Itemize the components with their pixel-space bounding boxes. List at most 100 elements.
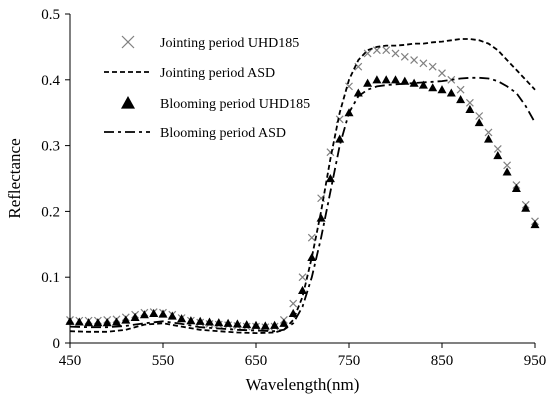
data-point [232,319,242,328]
data-point [474,118,484,127]
data-point [260,321,270,330]
data-point [84,318,94,327]
data-point [493,150,503,160]
data-point [177,314,187,323]
y-tick-label: 0.5 [41,7,60,23]
data-point [381,75,391,84]
data-point [242,320,252,329]
data-point [409,78,419,87]
data-point [205,317,214,326]
data-point [186,316,196,325]
data-point [511,183,521,192]
data-point [195,316,205,325]
data-point [372,46,381,55]
data-point [437,85,447,94]
data-point [428,62,437,71]
series-1 [69,38,536,335]
x-tick-label: 750 [338,353,361,369]
data-point [130,312,140,321]
data-point [447,75,456,84]
data-point [456,95,466,104]
data-point [465,104,475,114]
data-point [530,220,540,229]
x-tick-label: 550 [152,353,175,369]
legend: Jointing period UHD185 Jointing period AS… [104,35,310,141]
legend-label: Blooming period UHD185 [160,97,310,112]
x-axis-label: Wavelength(nm) [246,375,360,394]
x-tick-label: 650 [245,353,268,369]
legend-label: Blooming period ASD [160,126,286,141]
data-point [307,233,316,242]
data-point [428,83,438,92]
data-point [289,299,298,308]
data-point [307,252,317,262]
data-point [438,69,446,78]
legend-item: Jointing period ASD [104,66,275,81]
y-tick-label: 0.1 [41,270,60,286]
data-point [102,318,112,327]
data-point [251,320,261,329]
data-point [363,78,373,87]
data-point [503,161,512,170]
data-point [372,75,382,84]
x-tick-label: 850 [431,353,454,369]
data-point [400,52,409,61]
data-point [363,49,372,58]
legend-label: Jointing period ASD [160,66,275,81]
data-point [223,318,233,327]
data-point [354,62,363,71]
data-point [475,112,484,120]
data-point [484,134,493,143]
x-tick-label: 950 [524,353,547,369]
series-layer [65,38,540,335]
series-line [69,76,536,333]
data-point [214,318,224,327]
data-point [149,308,159,317]
y-tick-label: 0.2 [41,204,60,220]
data-point [288,308,298,317]
data-point [112,317,121,326]
data-point [335,134,345,143]
legend-label: Jointing period UHD185 [160,36,299,51]
data-point [121,315,131,324]
data-point [93,318,103,327]
data-point [279,318,289,327]
y-axis-label: Reflectance [5,138,24,218]
data-point [74,317,84,326]
series-line [69,38,536,335]
data-point [419,59,428,68]
legend-item: Blooming period ASD [104,126,286,141]
legend-swatch [121,96,135,109]
data-point [382,46,391,55]
data-point [391,49,400,58]
legend-swatch [121,35,135,49]
data-point [502,167,512,176]
data-point [493,144,502,153]
data-point [446,88,456,97]
legend-item: Blooming period UHD185 [121,96,310,112]
data-point [298,285,307,294]
data-point [158,309,168,318]
data-point [325,174,335,183]
data-point [400,76,410,85]
data-point [456,85,465,94]
data-point [270,320,280,329]
data-point [484,128,493,137]
y-tick-label: 0.3 [41,139,60,155]
axes-layer [69,14,535,344]
data-point [521,203,531,212]
data-point [167,311,177,320]
ticks-layer: 450 550 650 750 850 950 0 0.1 0.2 0.3 0.4 0.5 [41,7,546,369]
data-point [316,213,326,222]
data-point [418,80,428,89]
series-2 [65,75,540,330]
y-tick-label: 0.4 [41,73,60,89]
data-point [139,310,149,319]
data-point [465,98,474,107]
x-tick-label: 450 [59,353,82,369]
data-point [298,273,307,282]
data-point [410,56,419,64]
y-tick-label: 0 [53,336,61,352]
data-point [391,75,400,84]
